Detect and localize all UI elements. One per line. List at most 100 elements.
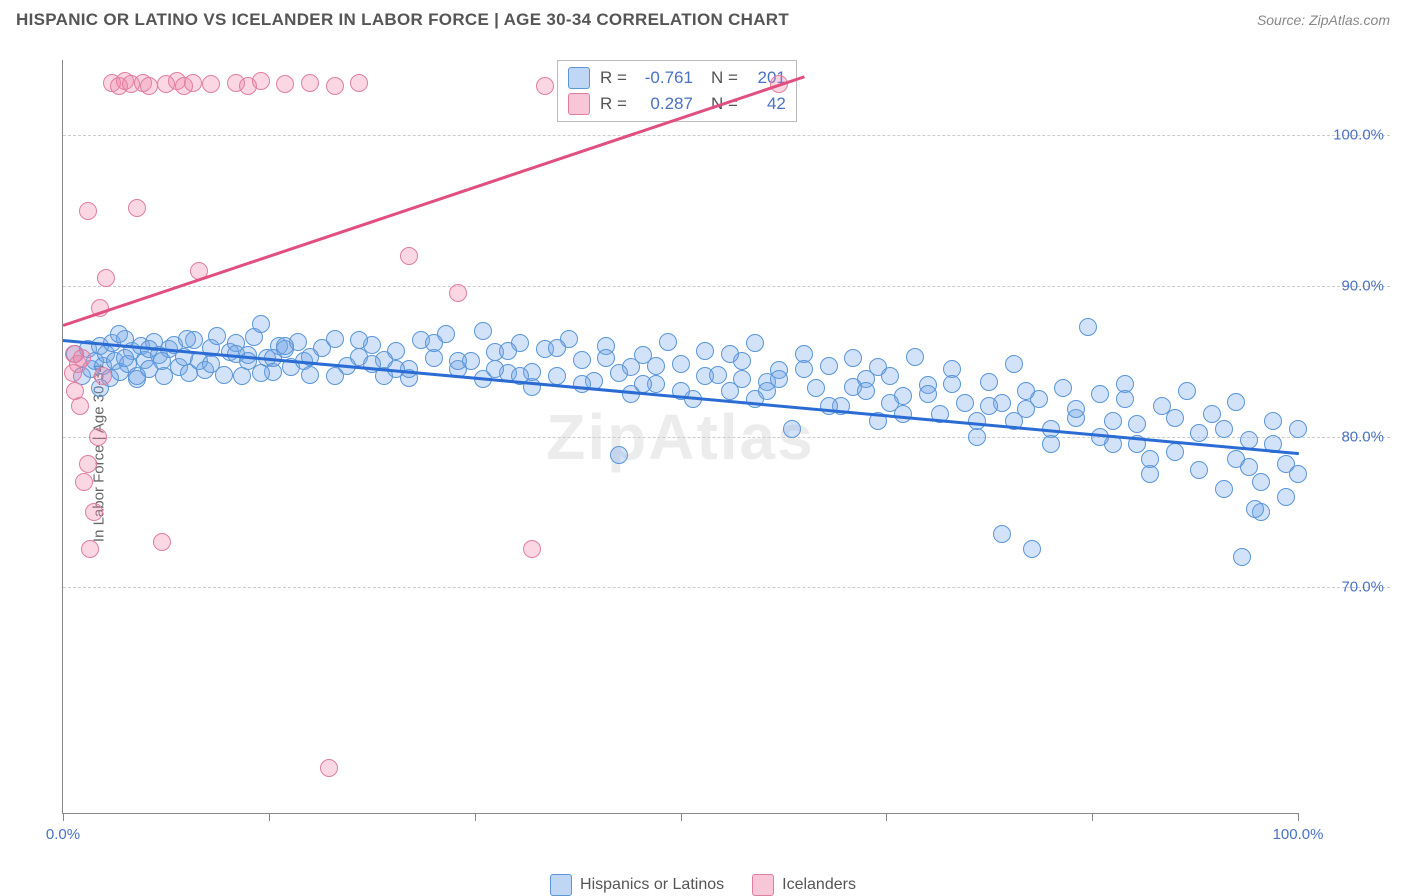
scatter-point [647, 357, 665, 375]
x-tick [1092, 813, 1093, 821]
y-tick-label: 100.0% [1333, 127, 1384, 144]
scatter-point [746, 334, 764, 352]
scatter-point [1178, 382, 1196, 400]
scatter-point [350, 74, 368, 92]
scatter-point [1277, 488, 1295, 506]
scatter-point [993, 525, 1011, 543]
y-tick-label: 70.0% [1341, 579, 1384, 596]
scatter-point [116, 349, 134, 367]
scatter-point [573, 351, 591, 369]
scatter-point [1017, 382, 1035, 400]
scatter-point [73, 349, 91, 367]
title-bar: HISPANIC OR LATINO VS ICELANDER IN LABOR… [0, 0, 1406, 38]
stats-row: R =-0.761N =201 [568, 65, 786, 91]
x-tick [63, 813, 64, 821]
scatter-point [721, 345, 739, 363]
legend-label: Hispanics or Latinos [580, 876, 724, 894]
scatter-point [202, 75, 220, 93]
legend-item: Icelanders [752, 874, 856, 896]
scatter-point [79, 455, 97, 473]
scatter-point [1289, 420, 1307, 438]
scatter-point [980, 373, 998, 391]
scatter-point [548, 367, 566, 385]
scatter-point [85, 503, 103, 521]
scatter-point [1227, 450, 1245, 468]
scatter-point [301, 366, 319, 384]
scatter-point [1264, 412, 1282, 430]
x-tick [886, 813, 887, 821]
scatter-point [252, 72, 270, 90]
scatter-point [943, 375, 961, 393]
y-tick-label: 80.0% [1341, 428, 1384, 445]
scatter-point [672, 355, 690, 373]
x-tick [475, 813, 476, 821]
scatter-point [363, 355, 381, 373]
scatter-point [844, 349, 862, 367]
scatter-point [71, 397, 89, 415]
scatter-point [980, 397, 998, 415]
scatter-point [548, 339, 566, 357]
chart-title: HISPANIC OR LATINO VS ICELANDER IN LABOR… [16, 10, 789, 30]
y-tick-label: 90.0% [1341, 277, 1384, 294]
scatter-point [1067, 400, 1085, 418]
legend-swatch [550, 874, 572, 896]
scatter-point [857, 382, 875, 400]
scatter-point [326, 367, 344, 385]
scatter-point [536, 77, 554, 95]
scatter-point [820, 357, 838, 375]
x-tick [681, 813, 682, 821]
scatter-point [208, 327, 226, 345]
scatter-point [178, 330, 196, 348]
scatter-point [1104, 412, 1122, 430]
scatter-point [795, 360, 813, 378]
scatter-point [869, 358, 887, 376]
scatter-point [89, 428, 107, 446]
scatter-point [128, 199, 146, 217]
scatter-point [499, 342, 517, 360]
scatter-point [252, 315, 270, 333]
scatter-point [276, 75, 294, 93]
series-swatch [568, 93, 590, 115]
scatter-point [474, 322, 492, 340]
scatter-point [906, 348, 924, 366]
x-tick [269, 813, 270, 821]
scatter-point [449, 352, 467, 370]
legend-item: Hispanics or Latinos [550, 874, 724, 896]
scatter-point [733, 370, 751, 388]
stat-n-value: 42 [746, 94, 786, 114]
gridline [63, 135, 1390, 136]
scatter-point [1166, 443, 1184, 461]
scatter-point [81, 540, 99, 558]
scatter-point [326, 330, 344, 348]
scatter-point [486, 360, 504, 378]
scatter-plot: ZipAtlas R =-0.761N =201R =0.287N =42 70… [62, 60, 1298, 814]
stat-n-label: N = [711, 68, 738, 88]
gridline [63, 286, 1390, 287]
scatter-point [1203, 405, 1221, 423]
scatter-point [696, 342, 714, 360]
scatter-point [783, 420, 801, 438]
scatter-point [301, 74, 319, 92]
scatter-point [634, 375, 652, 393]
scatter-point [1042, 435, 1060, 453]
gridline [63, 587, 1390, 588]
scatter-point [97, 269, 115, 287]
scatter-point [1240, 431, 1258, 449]
scatter-point [153, 533, 171, 551]
stat-r-label: R = [600, 68, 627, 88]
scatter-point [1233, 548, 1251, 566]
trend-line [63, 75, 805, 326]
scatter-point [919, 385, 937, 403]
scatter-point [79, 202, 97, 220]
scatter-point [1190, 461, 1208, 479]
scatter-point [400, 247, 418, 265]
scatter-point [573, 375, 591, 393]
scatter-point [326, 77, 344, 95]
scatter-point [1116, 390, 1134, 408]
scatter-point [449, 284, 467, 302]
legend-label: Icelanders [782, 876, 856, 894]
scatter-point [659, 333, 677, 351]
scatter-point [1023, 540, 1041, 558]
scatter-point [610, 364, 628, 382]
scatter-point [1190, 424, 1208, 442]
